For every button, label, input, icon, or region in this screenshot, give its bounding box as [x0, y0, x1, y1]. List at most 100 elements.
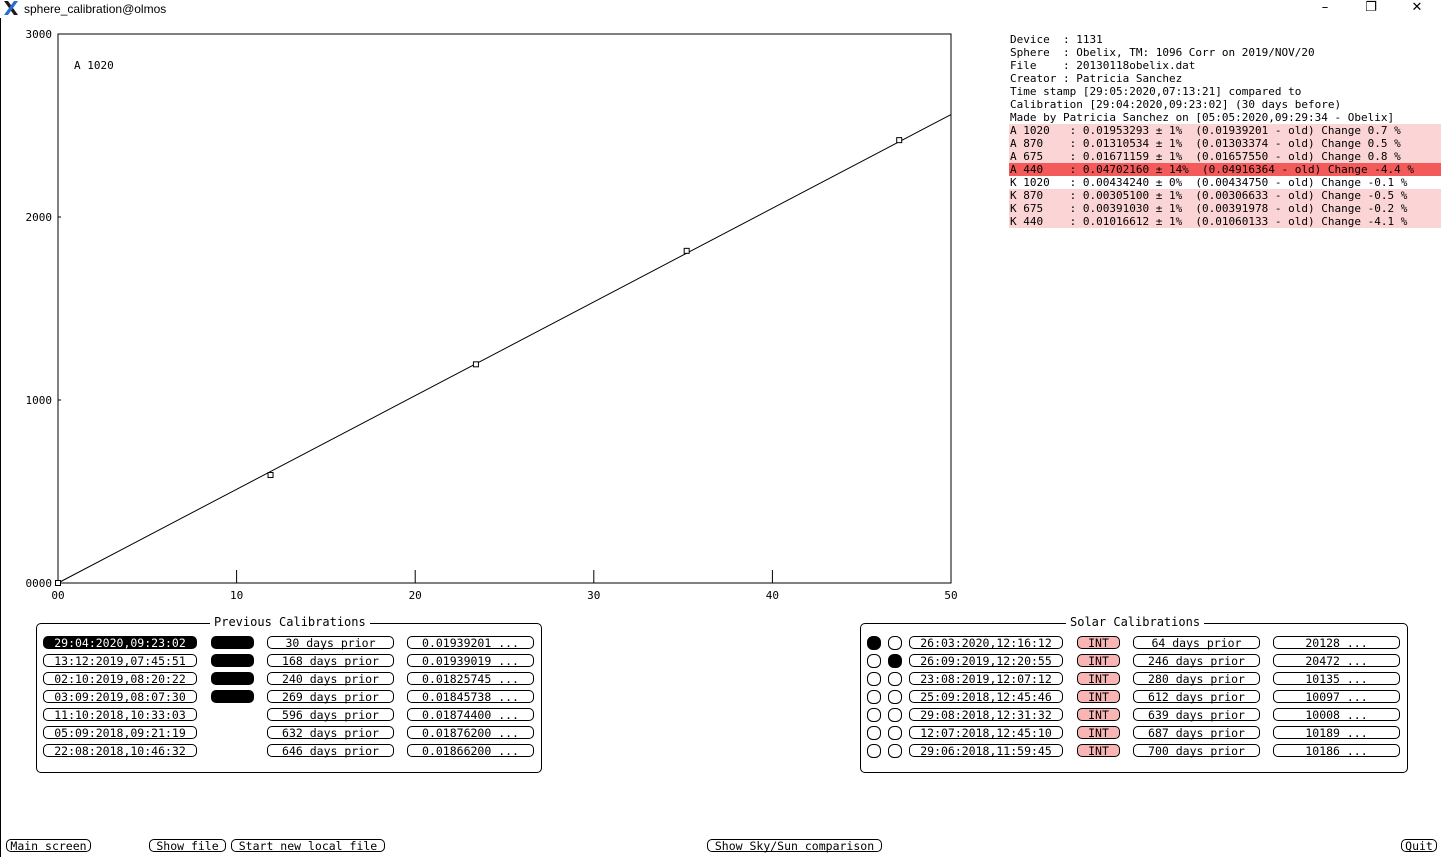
solar-int-button[interactable]: INT [1077, 672, 1120, 686]
solar-date-field[interactable]: 29:06:2018,11:59:45 [909, 744, 1063, 758]
data-point [267, 472, 274, 479]
previous-marker[interactable] [211, 672, 254, 685]
solar-select-radio-b[interactable] [888, 690, 902, 704]
minimize-icon[interactable]: – [1321, 0, 1329, 15]
previous-value-field[interactable]: 0.01866200 ... [407, 744, 534, 758]
y-tick-label: 2000 [26, 211, 53, 224]
previous-value-field[interactable]: 0.01845738 ... [407, 690, 534, 704]
previous-date-field[interactable]: 29:04:2020,09:23:02 [43, 636, 197, 650]
previous-value-field[interactable]: 0.01939019 ... [407, 654, 534, 668]
calibration-plot: 00 10 20 30 40 50 3000 2000 1000 0000 A 1020 [26, 28, 958, 602]
data-point [683, 247, 690, 254]
solar-date-field[interactable]: 26:09:2019,12:20:55 [909, 654, 1063, 668]
info-line: A 675 : 0.01671159 ± 1% (0.01657550 - ol… [1009, 150, 1441, 163]
solar-date-field[interactable]: 23:08:2019,12:07:12 [909, 672, 1063, 686]
previous-value-field[interactable]: 0.01939201 ... [407, 636, 534, 650]
solar-value-field[interactable]: 10186 ... [1273, 744, 1400, 758]
solar-select-radio-b[interactable] [888, 726, 902, 740]
data-point [896, 137, 903, 144]
solar-select-radio-b[interactable] [888, 708, 902, 722]
info-line: A 1020 : 0.01953293 ± 1% (0.01939201 - o… [1009, 124, 1441, 137]
previous-date-field[interactable]: 05:09:2018,09:21:19 [43, 726, 197, 740]
info-line: Time stamp [29:05:2020,07:13:21] compare… [1010, 85, 1302, 98]
y-tick-label: 1000 [26, 394, 53, 407]
previous-value-field[interactable]: 0.01876200 ... [407, 726, 534, 740]
solar-select-radio-a[interactable] [867, 726, 881, 740]
window-border [0, 18, 1, 857]
solar-select-radio-a[interactable] [867, 690, 881, 704]
previous-value-field[interactable]: 0.01825745 ... [407, 672, 534, 686]
solar-value-field[interactable]: 20472 ... [1273, 654, 1400, 668]
previous-date-field[interactable]: 22:08:2018,10:46:32 [43, 744, 197, 758]
solar-calibrations-title: Solar Calibrations [1066, 616, 1205, 628]
solar-value-field[interactable]: 10008 ... [1273, 708, 1400, 722]
x-tick-label: 20 [409, 589, 422, 602]
info-line: K 870 : 0.00305100 ± 1% (0.00306633 - ol… [1009, 189, 1441, 202]
previous-prior-field: 168 days prior [267, 654, 394, 668]
solar-date-field[interactable]: 12:07:2018,12:45:10 [909, 726, 1063, 740]
solar-select-radio-a[interactable] [867, 636, 881, 650]
show-sky-sun-comparison-button[interactable]: Show Sky/Sun comparison [707, 839, 882, 852]
quit-button[interactable]: Quit [1401, 839, 1437, 852]
solar-select-radio-a[interactable] [867, 708, 881, 722]
solar-int-button[interactable]: INT [1077, 726, 1120, 740]
previous-prior-field: 632 days prior [267, 726, 394, 740]
solar-date-field[interactable]: 29:08:2018,12:31:32 [909, 708, 1063, 722]
solar-int-button[interactable]: INT [1077, 636, 1120, 650]
calibration-info: Device : 1131 Sphere : Obelix, TM: 1096 C… [1009, 33, 1441, 228]
show-file-button[interactable]: Show file [149, 839, 226, 852]
info-line: Sphere : Obelix, TM: 1096 Corr on 2019/N… [1010, 46, 1315, 59]
previous-marker[interactable] [211, 636, 254, 649]
info-line: Calibration [29:04:2020,09:23:02] (30 da… [1010, 98, 1342, 111]
solar-date-field[interactable]: 25:09:2018,12:45:46 [909, 690, 1063, 704]
previous-date-field[interactable]: 03:09:2019,08:07:30 [43, 690, 197, 704]
restore-icon[interactable]: ❐ [1365, 0, 1377, 15]
plot-label: A 1020 [74, 59, 114, 72]
solar-select-radio-a[interactable] [867, 744, 881, 758]
previous-prior-field: 269 days prior [267, 690, 394, 704]
solar-value-field[interactable]: 20128 ... [1273, 636, 1400, 650]
previous-prior-field: 646 days prior [267, 744, 394, 758]
previous-value-field[interactable]: 0.01874400 ... [407, 708, 534, 722]
previous-prior-field: 240 days prior [267, 672, 394, 686]
solar-date-field[interactable]: 26:03:2020,12:16:12 [909, 636, 1063, 650]
solar-select-radio-a[interactable] [867, 654, 881, 668]
info-line: K 675 : 0.00391030 ± 1% (0.00391978 - ol… [1009, 202, 1441, 215]
y-tick-label: 0000 [26, 577, 53, 590]
solar-int-button[interactable]: INT [1077, 744, 1120, 758]
solar-prior-field: 246 days prior [1133, 654, 1260, 668]
previous-marker[interactable] [211, 690, 254, 703]
previous-calibrations-title: Previous Calibrations [210, 616, 370, 628]
info-line: File : 20130118obelix.dat [1010, 59, 1196, 72]
fit-line [57, 114, 952, 584]
previous-marker[interactable] [211, 654, 254, 667]
x-tick-label: 10 [230, 589, 243, 602]
solar-select-radio-b[interactable] [888, 744, 902, 758]
solar-select-radio-b[interactable] [888, 636, 902, 650]
close-icon[interactable]: ✕ [1411, 0, 1423, 15]
start-new-local-file-button[interactable]: Start new local file [231, 839, 385, 852]
solar-select-radio-a[interactable] [867, 672, 881, 686]
main-screen-button[interactable]: Main screen [6, 839, 91, 852]
solar-int-button[interactable]: INT [1077, 708, 1120, 722]
solar-select-radio-b[interactable] [888, 672, 902, 686]
solar-int-button[interactable]: INT [1077, 654, 1120, 668]
solar-prior-field: 700 days prior [1133, 744, 1260, 758]
solar-select-radio-b[interactable] [888, 654, 902, 668]
x11-logo-icon [4, 1, 18, 15]
title-bar: sphere_calibration@olmos – ❐ ✕ [0, 0, 1441, 18]
x-tick-label: 50 [944, 589, 957, 602]
solar-value-field[interactable]: 10097 ... [1273, 690, 1400, 704]
solar-int-button[interactable]: INT [1077, 690, 1120, 704]
solar-value-field[interactable]: 10189 ... [1273, 726, 1400, 740]
info-line: A 440 : 0.04702160 ± 14% (0.04916364 - o… [1009, 163, 1441, 176]
info-line: Creator : Patricia Sanchez [1010, 72, 1183, 85]
previous-date-field[interactable]: 11:10:2018,10:33:03 [43, 708, 197, 722]
info-line: A 870 : 0.01310534 ± 1% (0.01303374 - ol… [1009, 137, 1441, 150]
solar-prior-field: 280 days prior [1133, 672, 1260, 686]
data-point [55, 580, 61, 586]
solar-value-field[interactable]: 10135 ... [1273, 672, 1400, 686]
info-line: Made by Patricia Sanchez on [05:05:2020,… [1010, 111, 1395, 124]
previous-date-field[interactable]: 13:12:2019,07:45:51 [43, 654, 197, 668]
previous-date-field[interactable]: 02:10:2019,08:20:22 [43, 672, 197, 686]
